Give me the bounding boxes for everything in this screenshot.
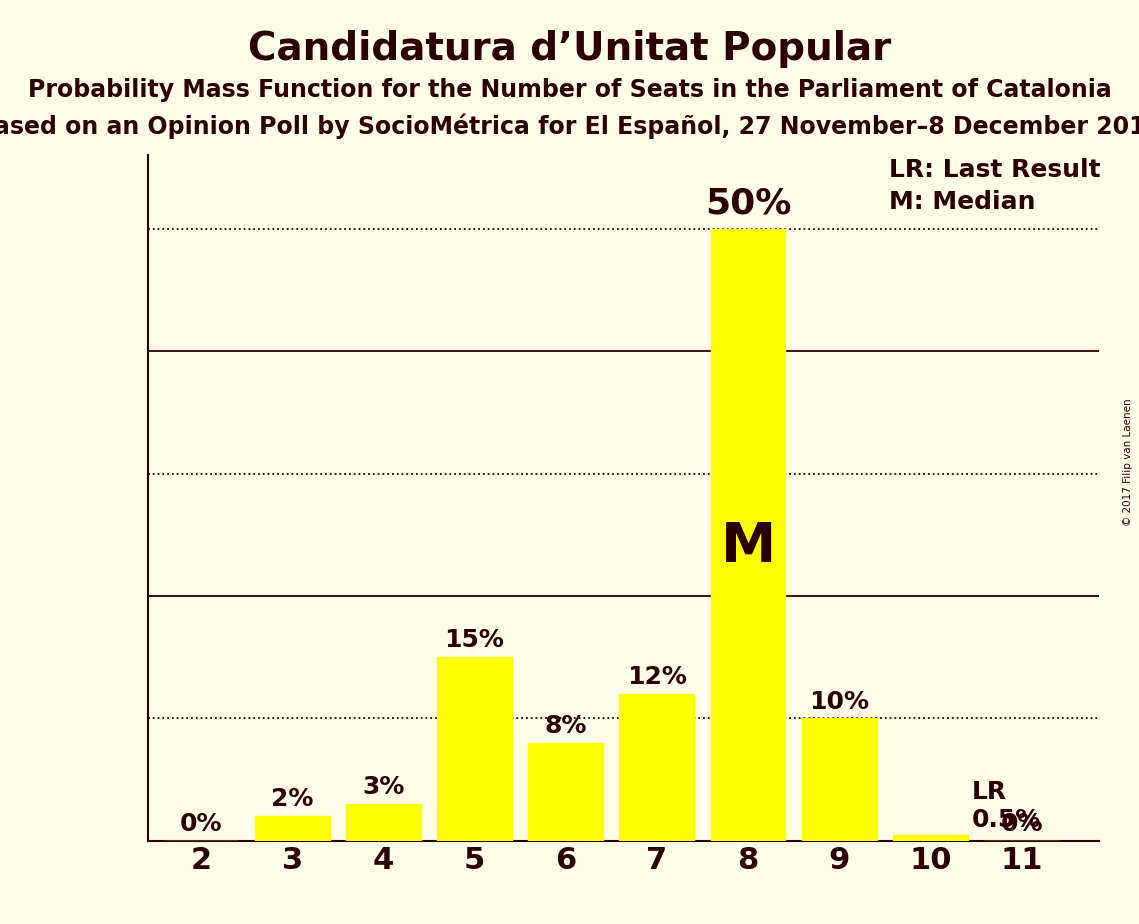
- Text: 0%: 0%: [1000, 812, 1043, 836]
- Text: LR: Last Result: LR: Last Result: [890, 158, 1101, 182]
- Text: Based on an Opinion Poll by SocioMétrica for El Español, 27 November–8 December : Based on an Opinion Poll by SocioMétrica…: [0, 114, 1139, 140]
- Text: © 2017 Filip van Laenen: © 2017 Filip van Laenen: [1123, 398, 1132, 526]
- Bar: [711, 229, 786, 841]
- Text: Probability Mass Function for the Number of Seats in the Parliament of Catalonia: Probability Mass Function for the Number…: [27, 78, 1112, 102]
- Bar: [893, 834, 968, 841]
- Text: LR: LR: [972, 780, 1007, 804]
- Text: 15%: 15%: [444, 628, 505, 652]
- Text: Candidatura d’Unitat Popular: Candidatura d’Unitat Popular: [248, 30, 891, 67]
- Bar: [255, 817, 329, 841]
- Text: M: M: [721, 520, 776, 574]
- Text: 2%: 2%: [271, 787, 313, 811]
- Text: 0.5%: 0.5%: [972, 808, 1041, 833]
- Text: 12%: 12%: [626, 665, 687, 689]
- Bar: [620, 694, 695, 841]
- Text: 0%: 0%: [180, 812, 222, 836]
- Bar: [528, 743, 603, 841]
- Text: 10%: 10%: [809, 689, 869, 713]
- Bar: [802, 719, 877, 841]
- Bar: [437, 657, 511, 841]
- Text: 8%: 8%: [544, 714, 587, 738]
- Text: M: Median: M: Median: [890, 189, 1035, 213]
- Bar: [346, 804, 420, 841]
- Text: 50%: 50%: [705, 186, 792, 220]
- Text: 3%: 3%: [362, 775, 404, 799]
